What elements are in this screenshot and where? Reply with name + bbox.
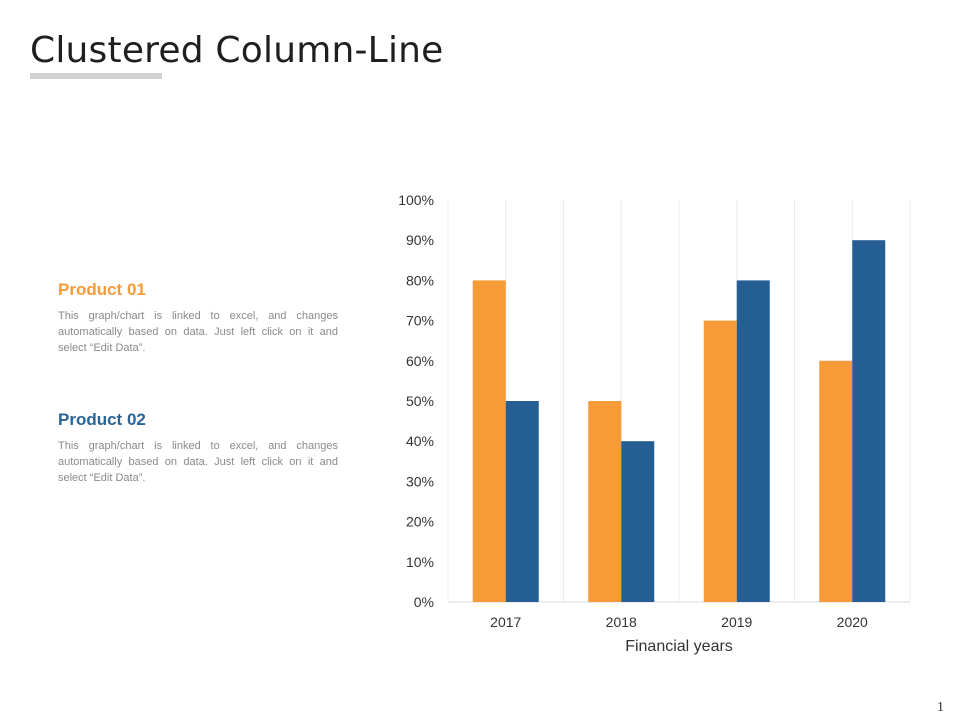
y-tick-label: 20% [406,514,434,530]
legend-product-01: Product 01 This graph/chart is linked to… [58,280,338,356]
x-tick-label: 2017 [490,614,521,630]
bar-product-02-2017 [505,401,539,602]
bar-product-02-2020 [852,240,886,602]
y-tick-label: 90% [406,232,434,248]
x-tick-label: 2018 [606,614,637,630]
legend-description-product-01: This graph/chart is linked to excel, and… [58,310,338,354]
legend-description-product-02: This graph/chart is linked to excel, and… [58,440,338,484]
y-tick-label: 30% [406,473,434,489]
bar-product-01-2017 [472,280,506,602]
y-tick-label: 80% [406,272,434,288]
page-number: 1 [937,700,944,715]
y-tick-label: 60% [406,353,434,369]
legend-title-product-02: Product 02 [58,410,146,429]
bar-product-01-2020 [819,360,853,602]
y-tick-label: 100% [398,192,434,208]
bar-product-02-2018 [621,441,655,602]
x-axis-title: Financial years [625,638,733,655]
bar-product-01-2019 [703,320,737,602]
y-tick-label: 40% [406,433,434,449]
legend-product-02: Product 02 This graph/chart is linked to… [58,410,338,486]
bar-product-02-2019 [736,280,770,602]
y-tick-label: 0% [414,594,434,610]
title-underline [30,73,162,79]
slide-title: Clustered Column-Line [30,30,444,71]
bar-product-01-2018 [588,401,622,602]
x-tick-label: 2019 [721,614,752,630]
x-tick-label: 2020 [837,614,868,630]
y-tick-label: 70% [406,313,434,329]
legend-title-product-01: Product 01 [58,280,146,299]
y-tick-label: 50% [406,393,434,409]
y-tick-label: 10% [406,554,434,570]
